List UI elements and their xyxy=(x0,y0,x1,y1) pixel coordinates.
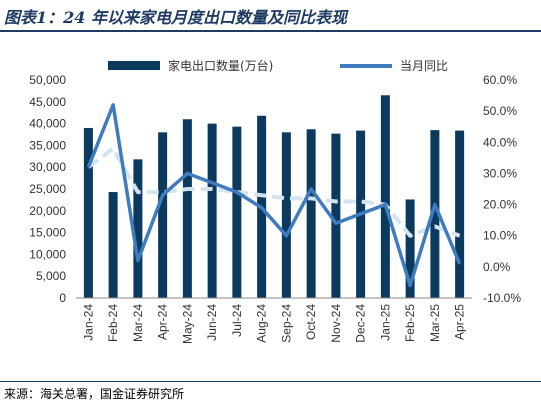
x-tick-label: Feb-24 xyxy=(106,304,120,342)
chart: 0 5,000 10,000 15,000 20,000 25,000 30,000 35,0… xyxy=(29,58,521,344)
bar xyxy=(158,132,168,298)
x-tick-label: Jan-24 xyxy=(81,304,95,341)
right-tick-label: 30.0% xyxy=(483,166,517,180)
bar xyxy=(133,159,143,298)
x-tick-label: Sep-24 xyxy=(279,304,293,343)
bar xyxy=(207,123,217,298)
left-tick-label: 0 xyxy=(59,291,66,305)
legend-bar-swatch xyxy=(108,61,160,70)
right-tick-label: 60.0% xyxy=(483,73,517,87)
right-tick-label: 10.0% xyxy=(483,229,517,243)
right-tick-label: 0.0% xyxy=(483,260,511,274)
legend-bar-label: 家电出口数量(万台) xyxy=(168,58,273,73)
right-tick-label: 20.0% xyxy=(483,198,517,212)
bar xyxy=(405,199,415,298)
x-tick-label: Feb-25 xyxy=(403,304,417,342)
bar xyxy=(232,126,242,298)
left-tick-label: 45,000 xyxy=(29,95,66,109)
x-axis-ticks: Jan-24 Feb-24 Mar-24 Apr-24 May-24 Jun-24 Jul-… xyxy=(81,304,466,344)
bar xyxy=(108,192,118,298)
x-tick-label: Mar-25 xyxy=(428,304,442,342)
figure-title: 图表1：24 年以来家电月度出口数量及同比表现 xyxy=(4,8,347,27)
left-tick-label: 50,000 xyxy=(29,73,66,87)
left-tick-label: 40,000 xyxy=(29,117,66,131)
x-tick-label: Jun-24 xyxy=(205,304,219,341)
right-tick-label: 50.0% xyxy=(483,104,517,118)
right-tick-label: 40.0% xyxy=(483,135,517,149)
x-tick-label: Nov-24 xyxy=(329,304,343,343)
x-tick-label: Jul-24 xyxy=(230,304,244,337)
bar xyxy=(182,119,192,299)
dashed-trend-line xyxy=(87,146,461,238)
right-tick-label: -10.0% xyxy=(483,291,521,305)
x-tick-label: Apr-25 xyxy=(453,304,467,340)
right-axis-ticks: -10.0% 0.0% 10.0% 20.0% 30.0% 40.0% 50.0% 60.0% xyxy=(483,73,521,305)
bar xyxy=(455,130,465,298)
x-tick-label: Mar-24 xyxy=(131,304,145,342)
left-tick-label: 35,000 xyxy=(29,138,66,152)
yoy-line xyxy=(86,103,462,288)
left-tick-label: 25,000 xyxy=(29,182,66,196)
x-tick-label: Oct-24 xyxy=(304,304,318,340)
bar xyxy=(281,132,291,298)
left-axis-ticks: 0 5,000 10,000 15,000 20,000 25,000 30,000 35,0… xyxy=(29,73,66,305)
left-tick-label: 15,000 xyxy=(29,226,66,240)
title-divider xyxy=(0,30,541,32)
bar xyxy=(306,129,316,298)
left-tick-label: 20,000 xyxy=(29,204,66,218)
legend: 家电出口数量(万台) 当月同比 xyxy=(108,58,448,73)
source-divider xyxy=(0,381,541,382)
bar xyxy=(380,95,390,298)
x-tick-label: May-24 xyxy=(180,304,194,344)
left-tick-label: 30,000 xyxy=(29,160,66,174)
source-note: 来源：海关总署，国金证券研究所 xyxy=(4,387,185,401)
left-tick-label: 10,000 xyxy=(29,247,66,261)
line-series xyxy=(86,103,462,288)
legend-line-label: 当月同比 xyxy=(400,59,448,73)
bar xyxy=(430,130,440,298)
bar xyxy=(83,127,93,299)
x-tick-label: Aug-24 xyxy=(255,304,269,343)
x-tick-label: Jan-25 xyxy=(378,304,392,341)
bar xyxy=(331,133,341,298)
x-tick-label: Dec-24 xyxy=(354,304,368,343)
x-tick-label: Apr-24 xyxy=(156,304,170,340)
left-tick-label: 5,000 xyxy=(36,269,66,283)
